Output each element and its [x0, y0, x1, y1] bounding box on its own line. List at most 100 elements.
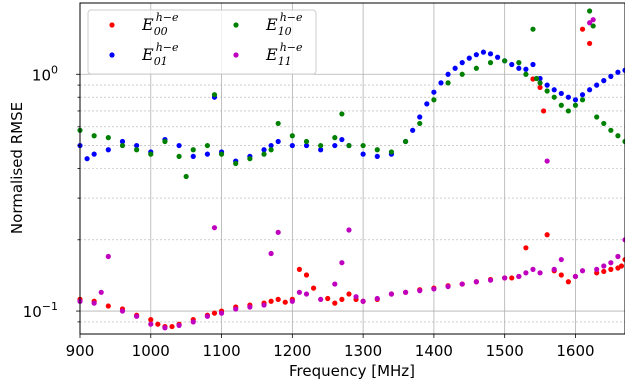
data-point	[551, 94, 557, 100]
data-point	[572, 102, 579, 108]
data-point	[303, 291, 310, 297]
data-point	[523, 270, 529, 276]
data-point	[615, 253, 621, 260]
legend-marker	[233, 52, 239, 58]
data-point	[268, 142, 274, 149]
y-axis-label: Normalised RMSE	[8, 102, 26, 234]
y-tick-exponent: 0	[51, 63, 58, 76]
data-point	[247, 304, 253, 310]
data-point	[190, 319, 196, 325]
data-point	[318, 142, 324, 149]
data-point	[537, 80, 543, 86]
data-point	[148, 151, 154, 157]
data-point	[544, 232, 550, 238]
data-point	[541, 108, 547, 114]
data-point	[261, 147, 267, 153]
data-point	[98, 289, 104, 295]
data-point	[558, 102, 564, 108]
x-tick-label: 1000	[132, 342, 170, 360]
data-point	[459, 71, 465, 77]
data-point	[523, 66, 529, 72]
data-point	[360, 142, 366, 149]
data-point	[622, 256, 625, 263]
data-point	[339, 136, 345, 143]
data-point	[176, 322, 182, 328]
data-point	[211, 92, 218, 98]
legend-marker	[109, 22, 115, 28]
data-point	[594, 82, 600, 88]
legend-marker	[109, 52, 115, 58]
data-point	[523, 245, 529, 251]
data-point	[388, 291, 395, 297]
data-point	[374, 147, 380, 153]
data-point	[402, 138, 409, 145]
data-point	[119, 142, 126, 149]
data-point	[84, 156, 90, 162]
data-point	[533, 75, 540, 82]
data-point	[296, 266, 303, 272]
data-point	[431, 89, 437, 95]
data-point	[105, 253, 111, 260]
data-point	[303, 142, 310, 149]
data-point	[431, 286, 437, 292]
data-point	[565, 108, 571, 114]
data-point	[537, 84, 543, 91]
data-point	[339, 111, 345, 117]
data-point	[148, 321, 154, 327]
data-point	[417, 288, 423, 294]
x-tick-label: 1300	[344, 342, 382, 360]
data-point	[346, 291, 352, 297]
data-point	[289, 298, 295, 304]
data-point	[622, 138, 625, 145]
data-point	[622, 67, 625, 73]
data-point	[565, 279, 571, 285]
data-point	[410, 127, 416, 133]
data-point	[105, 135, 111, 141]
x-tick-label: 1500	[486, 342, 524, 360]
data-point	[275, 296, 281, 303]
data-point	[445, 71, 451, 77]
data-point	[134, 313, 140, 319]
data-point	[374, 295, 380, 302]
data-point	[473, 279, 479, 285]
x-tick-label: 1200	[273, 342, 311, 360]
data-point	[332, 281, 338, 287]
data-point	[445, 283, 451, 290]
data-point	[388, 149, 395, 155]
data-point	[558, 90, 564, 97]
data-point	[480, 49, 487, 55]
data-point	[417, 120, 423, 127]
data-point	[537, 270, 543, 276]
data-point	[608, 260, 614, 266]
data-point	[509, 61, 515, 68]
data-point	[134, 142, 140, 149]
data-point	[204, 142, 211, 149]
data-point	[487, 60, 494, 66]
data-point	[211, 310, 218, 316]
data-point	[268, 250, 274, 257]
data-point	[417, 114, 423, 120]
data-point	[601, 120, 607, 127]
data-point	[183, 173, 189, 180]
x-tick-label: 900	[66, 342, 95, 360]
data-point	[516, 65, 522, 71]
series-10	[77, 8, 625, 180]
data-point	[148, 317, 154, 323]
data-point	[487, 51, 494, 57]
legend-entry: E11h−e	[233, 41, 303, 68]
data-point	[346, 227, 352, 233]
data-point	[558, 272, 564, 278]
data-point	[176, 153, 182, 159]
data-point	[608, 73, 614, 79]
data-point	[91, 133, 97, 139]
data-point	[275, 120, 281, 127]
data-point	[105, 303, 111, 309]
series-11	[77, 17, 625, 331]
data-point	[268, 147, 274, 153]
data-point	[551, 87, 557, 93]
data-point	[360, 151, 366, 157]
data-point	[233, 306, 239, 312]
data-point	[169, 323, 175, 330]
data-point	[402, 289, 409, 295]
